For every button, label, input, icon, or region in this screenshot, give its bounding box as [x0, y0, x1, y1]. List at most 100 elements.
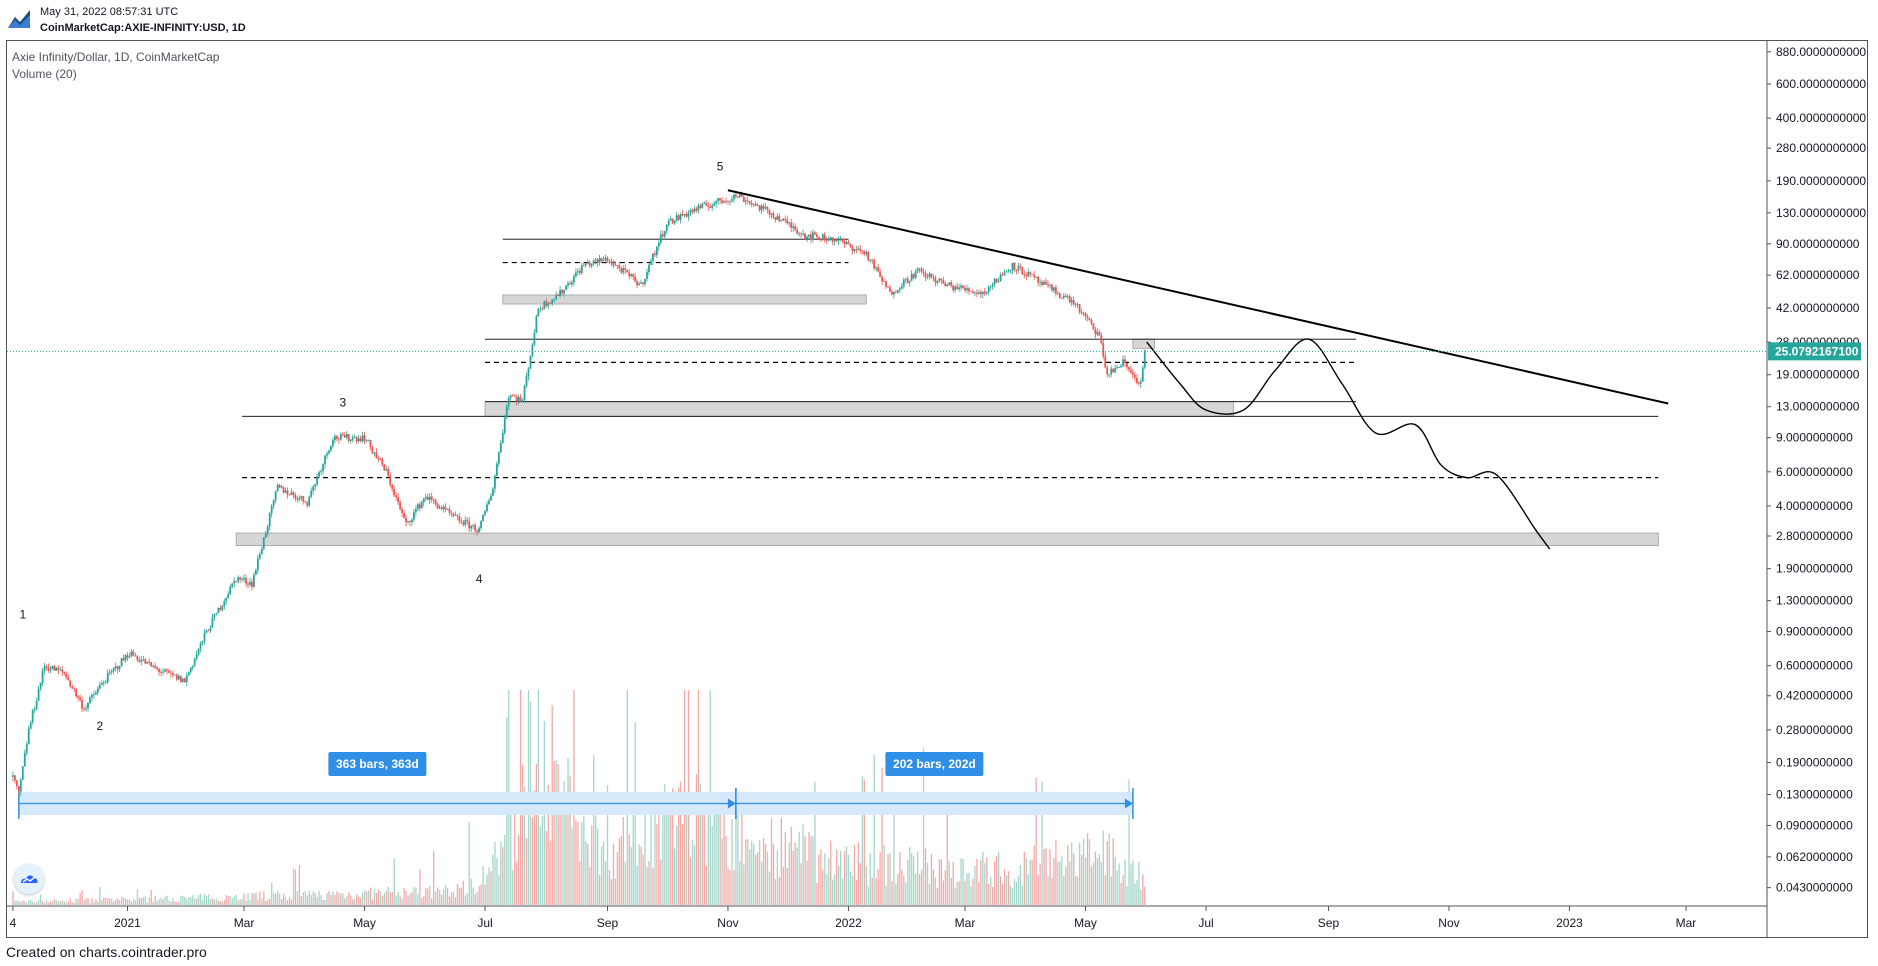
candle-body[interactable] [819, 239, 822, 241]
candle-body[interactable] [1015, 269, 1018, 271]
candle-body[interactable] [1009, 270, 1012, 271]
candle-body[interactable] [440, 507, 443, 509]
candle-body[interactable] [821, 234, 824, 241]
candle-body[interactable] [379, 458, 382, 460]
candle-body[interactable] [569, 283, 571, 285]
candle-body[interactable] [310, 490, 313, 497]
candle-body[interactable] [371, 446, 374, 454]
candle-body[interactable] [231, 583, 234, 587]
candle-body[interactable] [29, 722, 32, 729]
candle-body[interactable] [168, 670, 170, 673]
candle-body[interactable] [1043, 281, 1045, 285]
candle-body[interactable] [958, 287, 960, 290]
candle-body[interactable] [1058, 293, 1061, 298]
candle-body[interactable] [802, 233, 804, 235]
candle-body[interactable] [509, 395, 512, 398]
price-zone[interactable] [502, 294, 867, 305]
candle-body[interactable] [93, 694, 95, 696]
candle-body[interactable] [896, 290, 899, 293]
candle-body[interactable] [650, 260, 652, 265]
candle-body[interactable] [1090, 320, 1093, 324]
candle-body[interactable] [322, 464, 324, 472]
candle-body[interactable] [932, 277, 935, 279]
candle-body[interactable] [644, 278, 646, 285]
candle-body[interactable] [1074, 304, 1077, 306]
candle-body[interactable] [657, 242, 660, 247]
candle-body[interactable] [979, 292, 982, 295]
candle-body[interactable] [519, 396, 522, 401]
candle-body[interactable] [462, 522, 465, 525]
candle-body[interactable] [711, 205, 714, 208]
candle-body[interactable] [249, 581, 251, 585]
candle-body[interactable] [1139, 381, 1142, 384]
candle-body[interactable] [598, 258, 601, 263]
candle-body[interactable] [104, 682, 107, 683]
candle-body[interactable] [472, 525, 475, 527]
candle-body[interactable] [964, 288, 966, 291]
candle-body[interactable] [35, 700, 38, 709]
candle-body[interactable] [1037, 276, 1039, 283]
candle-body[interactable] [812, 232, 814, 240]
candle-body[interactable] [642, 282, 644, 285]
candle-body[interactable] [881, 276, 883, 282]
candle-body[interactable] [717, 198, 720, 202]
candle-body[interactable] [450, 512, 453, 514]
candle-body[interactable] [373, 452, 376, 454]
candle-body[interactable] [452, 513, 455, 516]
candle-body[interactable] [140, 659, 143, 662]
candle-body[interactable] [389, 475, 392, 485]
candle-body[interactable] [470, 525, 473, 529]
candle-body[interactable] [1106, 367, 1109, 375]
candle-body[interactable] [772, 213, 775, 218]
candle-body[interactable] [634, 276, 637, 282]
candle-body[interactable] [875, 267, 878, 269]
candle-body[interactable] [413, 512, 415, 520]
candle-body[interactable] [525, 376, 528, 387]
candle-body[interactable] [499, 442, 502, 453]
candle-body[interactable] [734, 194, 737, 197]
candle-body[interactable] [719, 198, 721, 201]
candle-body[interactable] [501, 432, 504, 443]
candle-body[interactable] [335, 435, 338, 439]
candle-body[interactable] [296, 498, 299, 500]
candle-body[interactable] [108, 672, 111, 674]
candle-body[interactable] [776, 216, 779, 220]
candle-body[interactable] [221, 605, 224, 610]
candle-body[interactable] [195, 654, 198, 659]
candle-body[interactable] [258, 554, 261, 559]
candle-body[interactable] [1137, 382, 1140, 384]
candle-body[interactable] [600, 258, 603, 262]
candle-body[interactable] [952, 285, 955, 291]
candle-body[interactable] [894, 292, 897, 294]
candle-body[interactable] [264, 533, 267, 538]
candle-body[interactable] [300, 496, 303, 498]
candle-body[interactable] [79, 697, 81, 701]
candle-body[interactable] [1130, 369, 1132, 373]
candle-body[interactable] [448, 509, 451, 513]
candle-body[interactable] [1143, 350, 1146, 368]
candle-body[interactable] [177, 675, 180, 680]
candle-body[interactable] [1001, 274, 1004, 276]
candle-body[interactable] [213, 614, 216, 618]
candle-body[interactable] [847, 242, 850, 244]
candle-body[interactable] [567, 283, 569, 286]
candle-body[interactable] [655, 246, 658, 256]
candle-body[interactable] [837, 239, 840, 241]
candle-body[interactable] [944, 283, 947, 287]
candle-body[interactable] [282, 486, 285, 493]
candle-body[interactable] [434, 499, 437, 504]
candle-body[interactable] [102, 682, 105, 684]
candle-body[interactable] [861, 250, 864, 252]
candle-body[interactable] [1068, 296, 1071, 303]
candle-body[interactable] [197, 648, 200, 655]
candle-body[interactable] [172, 672, 174, 675]
candle-body[interactable] [245, 577, 247, 584]
candle-body[interactable] [361, 435, 364, 442]
candle-body[interactable] [855, 248, 858, 250]
candle-body[interactable] [405, 517, 407, 523]
candle-body[interactable] [112, 668, 115, 672]
candle-body[interactable] [215, 613, 218, 615]
candle-body[interactable] [339, 434, 342, 440]
candle-body[interactable] [51, 665, 54, 670]
candle-body[interactable] [622, 268, 625, 273]
